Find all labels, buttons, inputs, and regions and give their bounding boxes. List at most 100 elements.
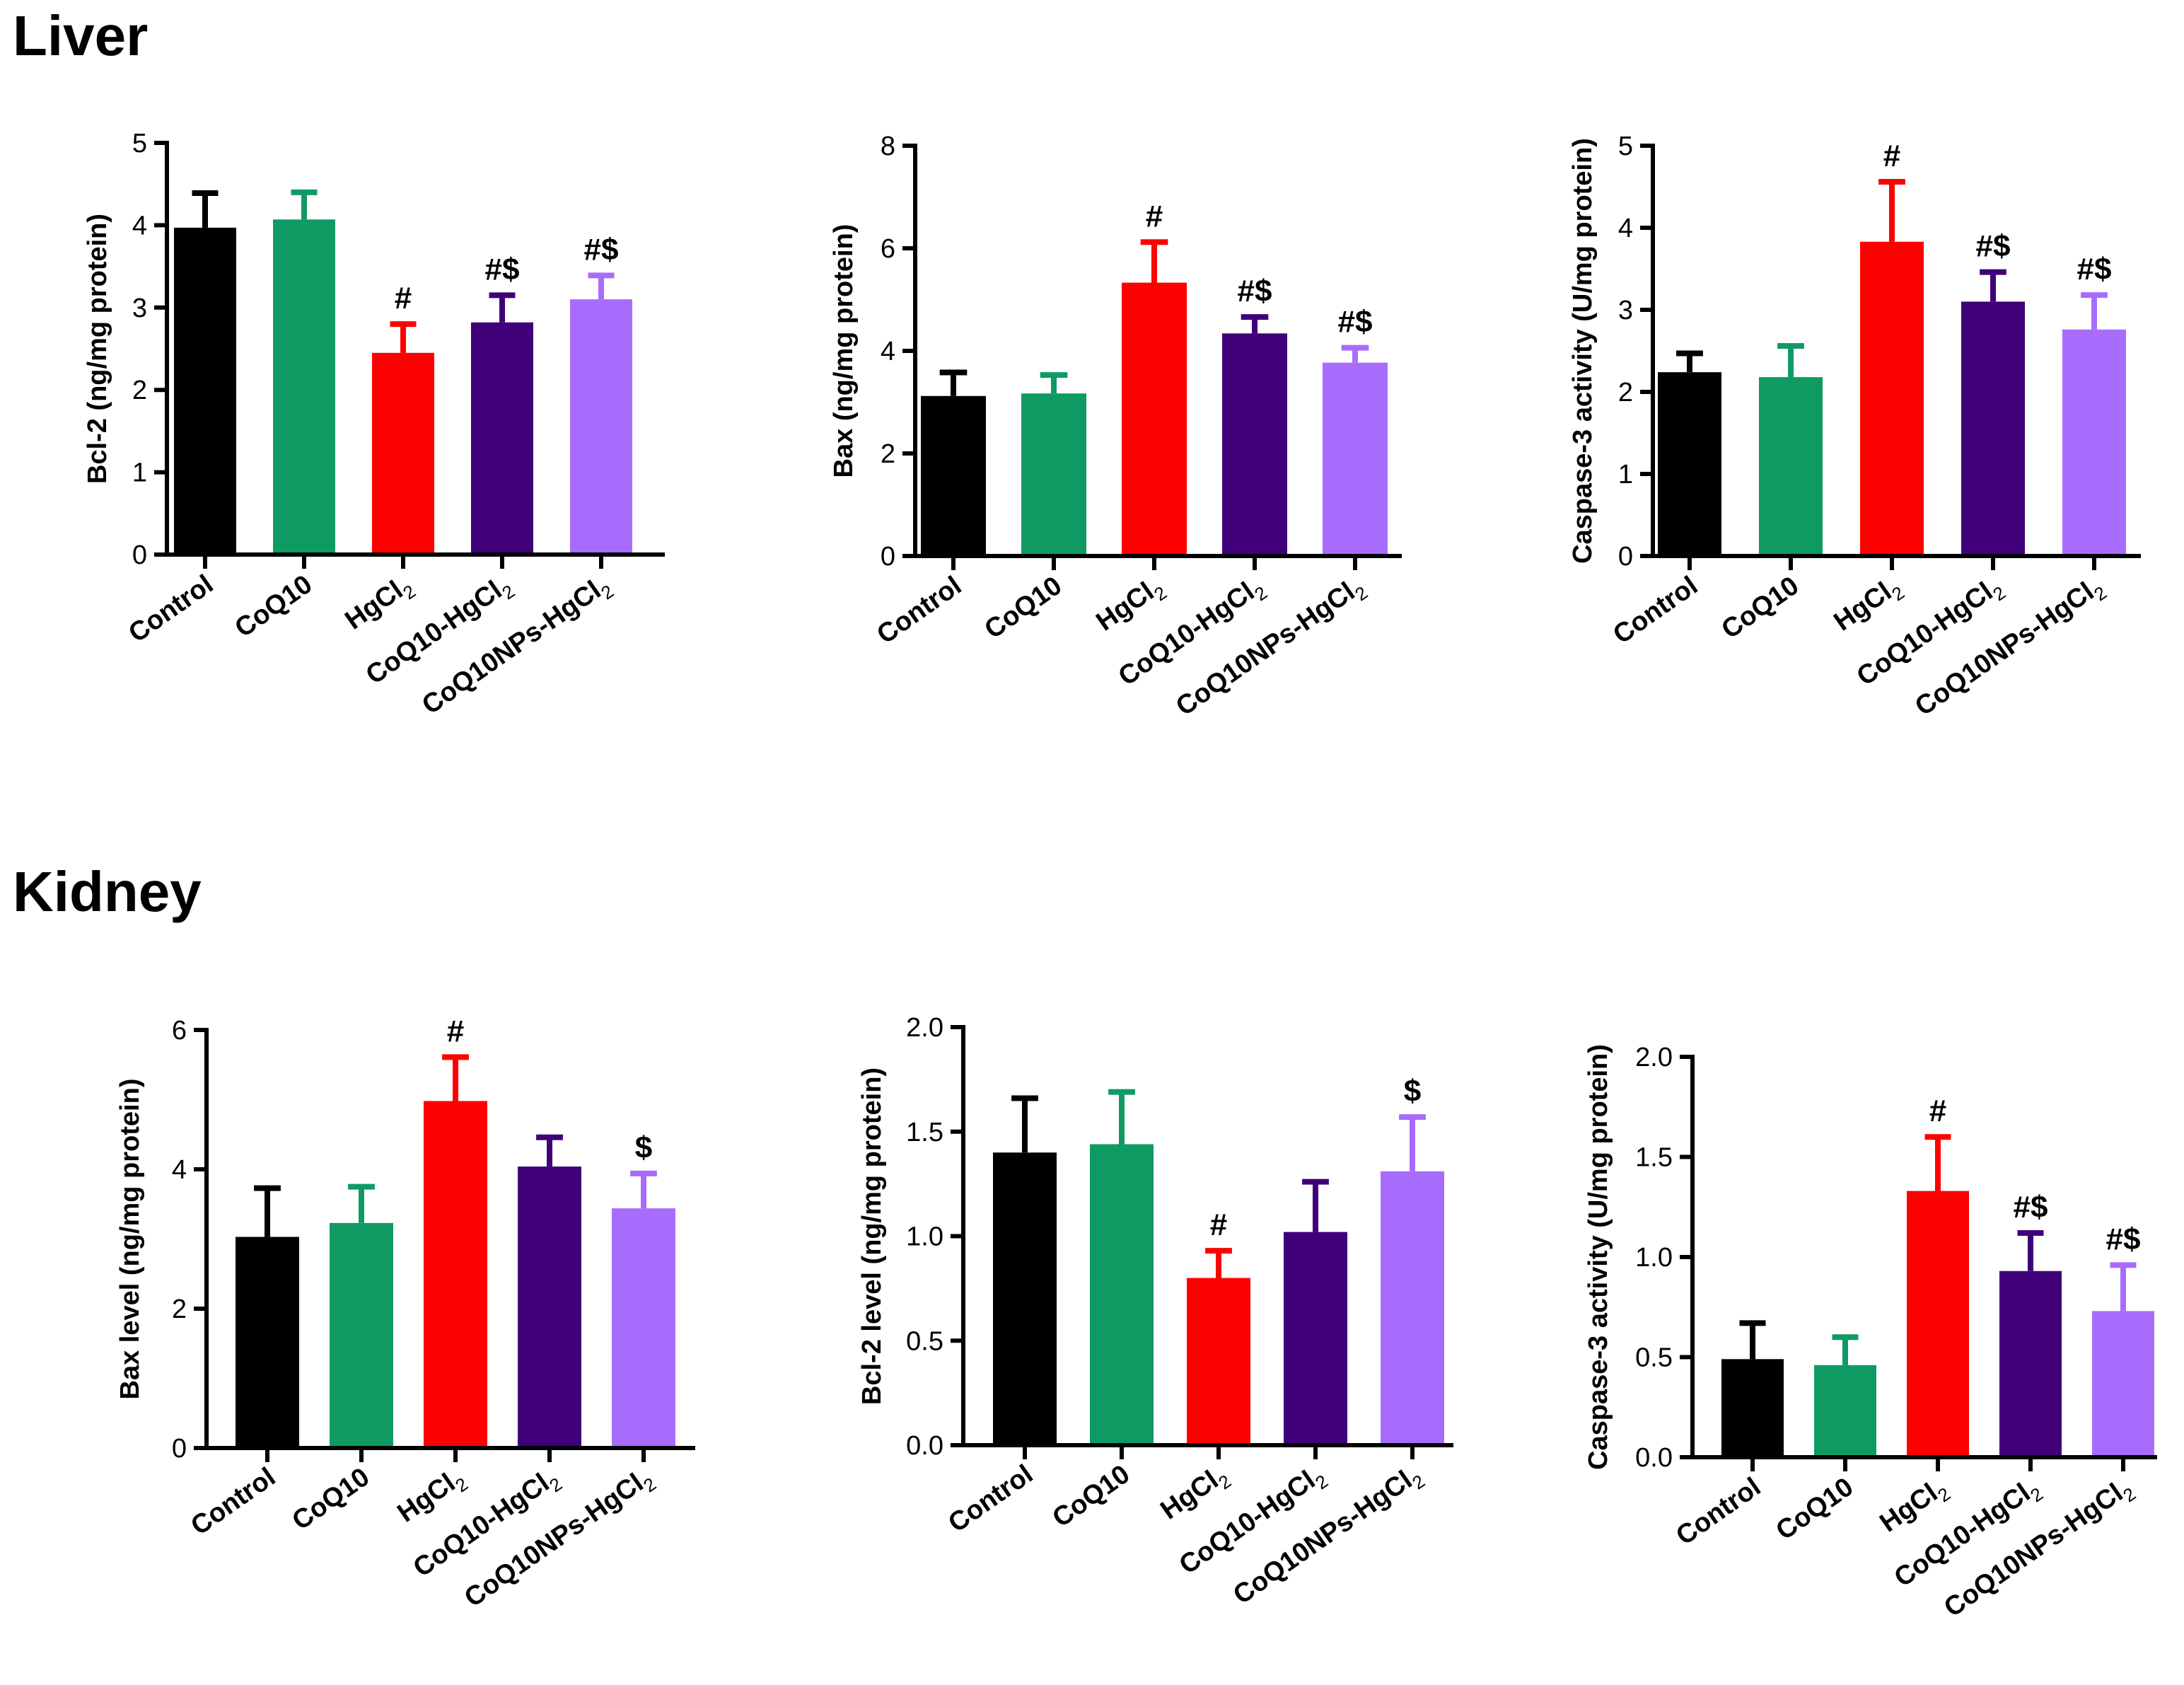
significance-label: #$: [2014, 1190, 2048, 1224]
y-tick-label: 2.0: [906, 1013, 943, 1043]
bar-control: [1721, 1359, 1784, 1457]
category-label-control: Control: [123, 569, 219, 649]
y-axis-label: Bax level (ng/mg protein): [115, 1079, 145, 1400]
category-label-hgcl2: HgCl2: [1091, 571, 1171, 641]
bar-control: [921, 395, 986, 556]
significance-label: #: [447, 1014, 464, 1048]
category-label-control: Control: [185, 1462, 281, 1541]
bar-coq10: [1814, 1365, 1876, 1457]
significance-label: #: [1210, 1208, 1227, 1242]
category-label-hgcl2: HgCl2: [1829, 571, 1909, 641]
category-label-coq10: CoQ10: [287, 1462, 375, 1536]
bar-coq10nps-hgcl2: [1381, 1171, 1444, 1445]
bar-coq10-hgcl2: [1222, 333, 1287, 556]
section-title-liver: Liver: [13, 4, 148, 67]
y-axis-label: Caspase-3 activity (U/mg protein): [1584, 1044, 1613, 1470]
category-label-coq10: CoQ10: [1771, 1472, 1859, 1546]
category-label-coq10nps-hgcl2: CoQ10NPs-HgCl2: [417, 569, 617, 724]
y-axis-label: Caspase-3 activity (U/mg protein): [1568, 138, 1598, 564]
chart-5: Control CoQ10#HgCl2CoQ10-HgCl2$CoQ10NPs-H…: [857, 1013, 1453, 1614]
y-axis-label: Bcl-2 level (ng/mg protein): [857, 1067, 887, 1405]
y-tick-label: 2: [172, 1295, 187, 1324]
y-tick-label: 3: [132, 294, 147, 323]
chart-2: Control CoQ10#HgCl2#$CoQ10-HgCl2#$CoQ10NP…: [829, 132, 1402, 726]
significance-label: #$: [2106, 1222, 2141, 1256]
y-tick-label: 0.5: [1635, 1343, 1673, 1373]
y-tick-label: 3: [1618, 296, 1633, 325]
category-label-hgcl2: HgCl2: [340, 569, 420, 639]
bar-coq10-hgcl2: [518, 1166, 581, 1448]
significance-label: #$: [485, 252, 520, 286]
significance-label: $: [635, 1130, 652, 1165]
category-label-coq10: CoQ10: [1047, 1459, 1135, 1534]
y-tick-label: 0.5: [906, 1326, 943, 1356]
bar-hgcl2: [1907, 1191, 1969, 1457]
y-axis-label: Bcl-2 (ng/mg protein): [83, 214, 112, 484]
y-tick-label: 1.0: [906, 1222, 943, 1252]
significance-label: #$: [1238, 274, 1272, 308]
y-tick-label: 0: [172, 1434, 187, 1464]
y-tick-label: 4: [172, 1155, 187, 1185]
y-tick-label: 4: [1618, 214, 1633, 243]
significance-label: #$: [1976, 229, 2011, 264]
chart-panels: Control CoQ10#HgCl2#$CoQ10-HgCl2#$CoQ10NP…: [83, 129, 2157, 1623]
significance-label: #: [1883, 139, 1900, 173]
y-tick-label: 4: [881, 337, 895, 366]
bar-coq10-hgcl2: [1284, 1232, 1347, 1445]
bar-coq10-hgcl2: [471, 322, 533, 555]
bar-coq10: [273, 219, 335, 555]
bar-control: [993, 1152, 1057, 1445]
bar-coq10nps-hgcl2: [570, 299, 632, 555]
bar-control: [236, 1237, 299, 1448]
chart-1: Control CoQ10#HgCl2#$CoQ10-HgCl2#$CoQ10NP…: [83, 129, 665, 724]
y-tick-label: 0.0: [906, 1431, 943, 1461]
bar-coq10: [1021, 393, 1086, 556]
significance-label: #: [395, 281, 412, 315]
y-tick-label: 2.0: [1635, 1043, 1673, 1072]
bar-coq10nps-hgcl2: [2062, 329, 2126, 556]
significance-label: #: [1146, 199, 1163, 233]
bar-coq10: [330, 1222, 393, 1448]
significance-label: #$: [2077, 252, 2112, 286]
chart-4: Control CoQ10#HgCl2CoQ10-HgCl2$CoQ10NPs-H…: [115, 1014, 695, 1613]
bar-hgcl2: [1122, 282, 1187, 556]
y-tick-label: 5: [1618, 132, 1633, 161]
y-tick-label: 8: [881, 132, 895, 161]
bar-coq10nps-hgcl2: [1323, 362, 1388, 556]
bar-hgcl2: [1860, 241, 1924, 556]
significance-label: $: [1404, 1074, 1421, 1108]
y-tick-label: 2: [881, 439, 895, 469]
y-tick-label: 2: [132, 376, 147, 405]
chart-6: Control CoQ10#HgCl2#$CoQ10-HgCl2#$CoQ10NP…: [1584, 1043, 2157, 1623]
significance-label: #$: [584, 232, 619, 267]
y-tick-label: 1.0: [1635, 1243, 1673, 1273]
significance-label: #: [1929, 1094, 1946, 1128]
bar-coq10-hgcl2: [1999, 1270, 2062, 1457]
bar-control: [1658, 372, 1721, 556]
y-axis-label: Bax (ng/mg protein): [829, 224, 859, 478]
y-tick-label: 5: [132, 129, 147, 158]
bar-coq10: [1759, 377, 1823, 556]
y-tick-label: 6: [881, 234, 895, 264]
y-tick-label: 0: [1618, 542, 1633, 572]
chart-3: Control CoQ10#HgCl2#$CoQ10-HgCl2#$CoQ10NP…: [1568, 132, 2141, 722]
bar-coq10-hgcl2: [1961, 301, 2025, 556]
bar-hgcl2: [372, 352, 434, 555]
bar-hgcl2: [424, 1101, 487, 1448]
category-label-coq10nps-hgcl2: CoQ10NPs-HgCl2: [1171, 571, 1371, 726]
y-tick-label: 6: [172, 1016, 187, 1046]
category-label-coq10: CoQ10: [980, 571, 1067, 645]
y-tick-label: 1: [132, 458, 147, 488]
category-label-coq10: CoQ10: [1717, 571, 1804, 645]
y-tick-label: 0: [132, 540, 147, 570]
significance-label: #$: [1338, 305, 1373, 340]
bar-coq10nps-hgcl2: [612, 1208, 675, 1448]
category-label-coq10nps-hgcl2: CoQ10NPs-HgCl2: [1228, 1459, 1429, 1614]
y-tick-label: 0: [881, 542, 895, 572]
y-tick-label: 0.0: [1635, 1443, 1673, 1473]
y-tick-label: 2: [1618, 378, 1633, 407]
bar-control: [174, 227, 236, 555]
y-tick-label: 1.5: [1635, 1143, 1673, 1173]
bar-hgcl2: [1187, 1278, 1250, 1445]
